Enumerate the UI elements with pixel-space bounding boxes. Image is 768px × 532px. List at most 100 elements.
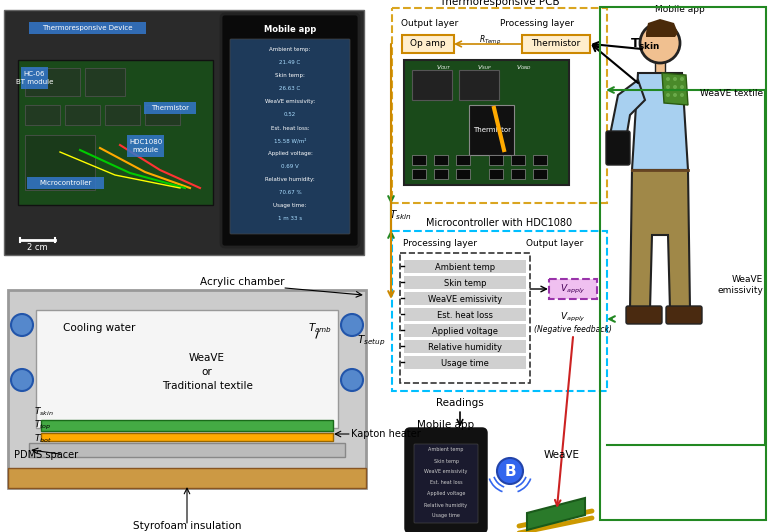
Text: Mobile app: Mobile app	[264, 26, 316, 35]
Text: B: B	[504, 463, 516, 478]
Bar	[145, 105, 180, 125]
Text: Traditional textile: Traditional textile	[161, 381, 253, 391]
Polygon shape	[630, 170, 690, 310]
Bar	[456, 155, 470, 165]
Polygon shape	[527, 498, 585, 530]
Bar	[27, 177, 104, 189]
Circle shape	[666, 85, 670, 89]
Text: WeaVE emissivity: WeaVE emissivity	[424, 470, 468, 475]
Text: $T_{top}$: $T_{top}$	[34, 419, 51, 431]
Text: $R_{Temp}$: $R_{Temp}$	[479, 34, 501, 47]
FancyBboxPatch shape	[666, 306, 702, 324]
Bar	[21, 67, 48, 89]
Bar	[404, 340, 526, 353]
Circle shape	[680, 93, 684, 97]
Text: Applied voltage: Applied voltage	[432, 327, 498, 336]
Text: Relative humidity: Relative humidity	[428, 343, 502, 352]
Text: Ambient temp: Ambient temp	[435, 262, 495, 271]
Text: Microcontroller: Microcontroller	[39, 180, 91, 186]
Text: 21.49 C: 21.49 C	[280, 61, 300, 65]
Text: $V_{apply}$: $V_{apply}$	[560, 282, 586, 296]
Circle shape	[666, 77, 670, 81]
Text: Skin temp:: Skin temp:	[275, 73, 305, 79]
Text: Mobile app: Mobile app	[418, 420, 475, 430]
Text: Est. heat loss: Est. heat loss	[429, 480, 462, 486]
Bar	[105, 105, 140, 125]
Bar	[533, 169, 547, 179]
Circle shape	[341, 369, 363, 391]
Text: Ambient temp: Ambient temp	[429, 447, 464, 453]
Text: $V_{SUP}$: $V_{SUP}$	[477, 63, 492, 72]
Bar	[404, 308, 526, 321]
FancyBboxPatch shape	[626, 306, 662, 324]
Bar	[392, 231, 607, 391]
Bar	[392, 8, 607, 203]
Bar	[25, 105, 60, 125]
Bar	[434, 169, 448, 179]
Bar	[459, 70, 499, 100]
Text: Cooling water: Cooling water	[63, 323, 135, 333]
Bar	[25, 135, 95, 190]
Text: Processing layer: Processing layer	[500, 19, 574, 28]
Circle shape	[666, 93, 670, 97]
Circle shape	[11, 369, 33, 391]
Circle shape	[341, 314, 363, 336]
Text: Kapton heater: Kapton heater	[351, 429, 421, 439]
Bar	[29, 22, 146, 34]
Bar	[404, 324, 526, 337]
Bar	[489, 155, 503, 165]
Text: Usage time:: Usage time:	[273, 204, 306, 209]
Text: Thermistor: Thermistor	[151, 105, 189, 111]
Bar	[412, 155, 426, 165]
Text: Est. heat loss: Est. heat loss	[437, 311, 493, 320]
Bar	[511, 155, 525, 165]
Bar	[549, 279, 597, 299]
Text: $T_{bot}$: $T_{bot}$	[34, 433, 52, 445]
Bar	[412, 70, 452, 100]
Text: WeaVE textile: WeaVE textile	[700, 88, 763, 97]
Text: Relative humidity: Relative humidity	[425, 503, 468, 508]
Bar	[434, 155, 448, 165]
Text: Thermoresponsive PCB: Thermoresponsive PCB	[439, 0, 559, 7]
Text: Op amp: Op amp	[410, 39, 445, 48]
Circle shape	[673, 93, 677, 97]
Bar	[29, 443, 345, 457]
Text: 0.69 V: 0.69 V	[281, 164, 299, 170]
Circle shape	[680, 85, 684, 89]
Text: 1 m 33 s: 1 m 33 s	[278, 217, 302, 221]
Text: Est. heat loss:: Est. heat loss:	[270, 126, 310, 130]
Text: WeaVE
emissivity: WeaVE emissivity	[717, 275, 763, 295]
Bar	[655, 61, 665, 73]
Circle shape	[640, 23, 680, 63]
Text: $T_{amb}$: $T_{amb}$	[308, 321, 332, 335]
Text: WeaVE emissivity:: WeaVE emissivity:	[265, 99, 315, 104]
Text: $V_{GND}$: $V_{GND}$	[516, 63, 532, 72]
Text: Applied voltage: Applied voltage	[427, 492, 465, 496]
Bar	[400, 253, 530, 383]
Circle shape	[673, 85, 677, 89]
Text: Thermistor: Thermistor	[531, 39, 581, 48]
Polygon shape	[646, 19, 678, 37]
Text: Skin temp: Skin temp	[444, 278, 486, 287]
Text: Skin temp: Skin temp	[433, 459, 458, 463]
Text: HDC1080
module: HDC1080 module	[129, 139, 162, 153]
Text: Output layer: Output layer	[402, 19, 458, 28]
Circle shape	[497, 458, 523, 484]
Circle shape	[680, 77, 684, 81]
Bar	[36, 310, 338, 428]
Bar	[404, 260, 526, 273]
Bar	[402, 35, 454, 53]
Bar	[144, 102, 196, 114]
Bar	[8, 290, 366, 488]
Text: $V_{apply}$: $V_{apply}$	[560, 311, 586, 323]
Text: (Negative feedback): (Negative feedback)	[534, 325, 612, 334]
Text: 2 cm: 2 cm	[27, 244, 48, 253]
Bar	[404, 292, 526, 305]
Text: Styrofoam insulation: Styrofoam insulation	[133, 521, 241, 531]
Bar	[8, 468, 366, 488]
Bar	[404, 356, 526, 369]
Bar	[127, 135, 164, 157]
Text: 0.52: 0.52	[284, 112, 296, 118]
Bar	[4, 10, 364, 255]
Text: Relative humidity:: Relative humidity:	[265, 178, 315, 182]
